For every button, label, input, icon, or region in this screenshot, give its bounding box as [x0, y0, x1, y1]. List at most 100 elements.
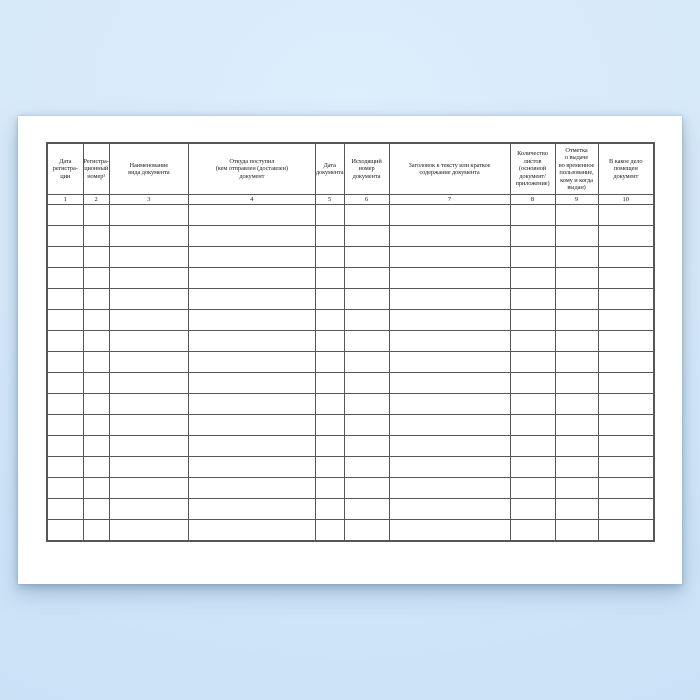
table-cell	[82, 309, 110, 331]
table-cell	[597, 351, 655, 373]
table-cell	[343, 372, 390, 394]
table-cell	[343, 204, 390, 226]
table-cell	[108, 309, 189, 331]
table-cell	[46, 267, 84, 289]
column-header-9: Отметка о выдаче во временное пользовани…	[554, 142, 599, 195]
column-number-1: 1	[46, 194, 84, 205]
table-cell	[388, 435, 511, 457]
table-cell	[187, 435, 316, 457]
column-number-4: 4	[187, 194, 316, 205]
table-cell	[509, 393, 556, 415]
table-cell	[46, 309, 84, 331]
table-cell	[46, 456, 84, 478]
table-cell	[388, 519, 511, 542]
table-row	[46, 351, 655, 373]
column-number-8: 8	[509, 194, 556, 205]
table-cell	[108, 498, 189, 520]
table-cell	[597, 246, 655, 268]
table-cell	[388, 225, 511, 247]
table-cell	[46, 246, 84, 268]
table-cell	[388, 267, 511, 289]
table-cell	[46, 204, 84, 226]
table-cell	[82, 330, 110, 352]
table-cell	[343, 456, 390, 478]
table-row	[46, 246, 655, 268]
table-cell	[314, 372, 345, 394]
table-cell	[314, 435, 345, 457]
table-cell	[554, 477, 599, 499]
column-header-7: Заголовок к тексту или краткое содержани…	[388, 142, 511, 195]
table-cell	[388, 456, 511, 478]
table-cell	[597, 393, 655, 415]
table-cell	[108, 204, 189, 226]
table-cell	[509, 288, 556, 310]
table-cell	[314, 519, 345, 542]
table-cell	[597, 477, 655, 499]
table-cell	[509, 330, 556, 352]
table-cell	[187, 477, 316, 499]
column-header-3: Наименование вида документа	[108, 142, 189, 195]
document-page: Дата регистра- ции Регистра- ционный номе…	[18, 116, 682, 584]
table-cell	[108, 477, 189, 499]
table-cell	[554, 435, 599, 457]
table-cell	[314, 477, 345, 499]
column-header-1: Дата регистра- ции	[46, 142, 84, 195]
table-cell	[82, 267, 110, 289]
table-cell	[343, 519, 390, 542]
table-cell	[187, 204, 316, 226]
table-cell	[187, 519, 316, 542]
header-row: Дата регистра- ции Регистра- ционный номе…	[46, 142, 655, 195]
table-cell	[314, 225, 345, 247]
table-cell	[187, 351, 316, 373]
table-cell	[554, 330, 599, 352]
table-cell	[509, 351, 556, 373]
table-cell	[82, 246, 110, 268]
table-cell	[314, 204, 345, 226]
table-cell	[597, 498, 655, 520]
table-cell	[82, 393, 110, 415]
table-cell	[108, 435, 189, 457]
table-cell	[509, 477, 556, 499]
table-cell	[82, 225, 110, 247]
table-cell	[108, 267, 189, 289]
table-cell	[82, 519, 110, 542]
table-cell	[108, 372, 189, 394]
table-cell	[388, 204, 511, 226]
table-cell	[46, 351, 84, 373]
journal-header: Дата регистра- ции Регистра- ционный номе…	[46, 142, 655, 205]
table-cell	[343, 414, 390, 436]
table-cell	[388, 498, 511, 520]
table-cell	[314, 309, 345, 331]
table-cell	[187, 456, 316, 478]
table-cell	[509, 309, 556, 331]
table-cell	[388, 414, 511, 436]
journal-body	[46, 204, 655, 542]
table-row	[46, 519, 655, 542]
table-cell	[554, 393, 599, 415]
table-cell	[187, 498, 316, 520]
column-number-5: 5	[314, 194, 345, 205]
table-cell	[597, 330, 655, 352]
table-cell	[388, 351, 511, 373]
column-numbers-row: 1 2 3 4 5 6 7 8 9 10	[46, 194, 655, 205]
table-row	[46, 309, 655, 331]
table-cell	[597, 372, 655, 394]
table-cell	[46, 477, 84, 499]
table-cell	[509, 456, 556, 478]
table-cell	[108, 414, 189, 436]
table-cell	[108, 351, 189, 373]
table-cell	[597, 435, 655, 457]
table-cell	[314, 414, 345, 436]
table-cell	[187, 309, 316, 331]
table-cell	[82, 456, 110, 478]
column-header-2: Регистра- ционный номер¹	[82, 142, 110, 195]
table-cell	[509, 414, 556, 436]
table-row	[46, 204, 655, 226]
table-cell	[187, 246, 316, 268]
table-cell	[314, 351, 345, 373]
table-cell	[46, 435, 84, 457]
table-cell	[46, 372, 84, 394]
table-cell	[187, 393, 316, 415]
table-cell	[314, 267, 345, 289]
table-row	[46, 414, 655, 436]
